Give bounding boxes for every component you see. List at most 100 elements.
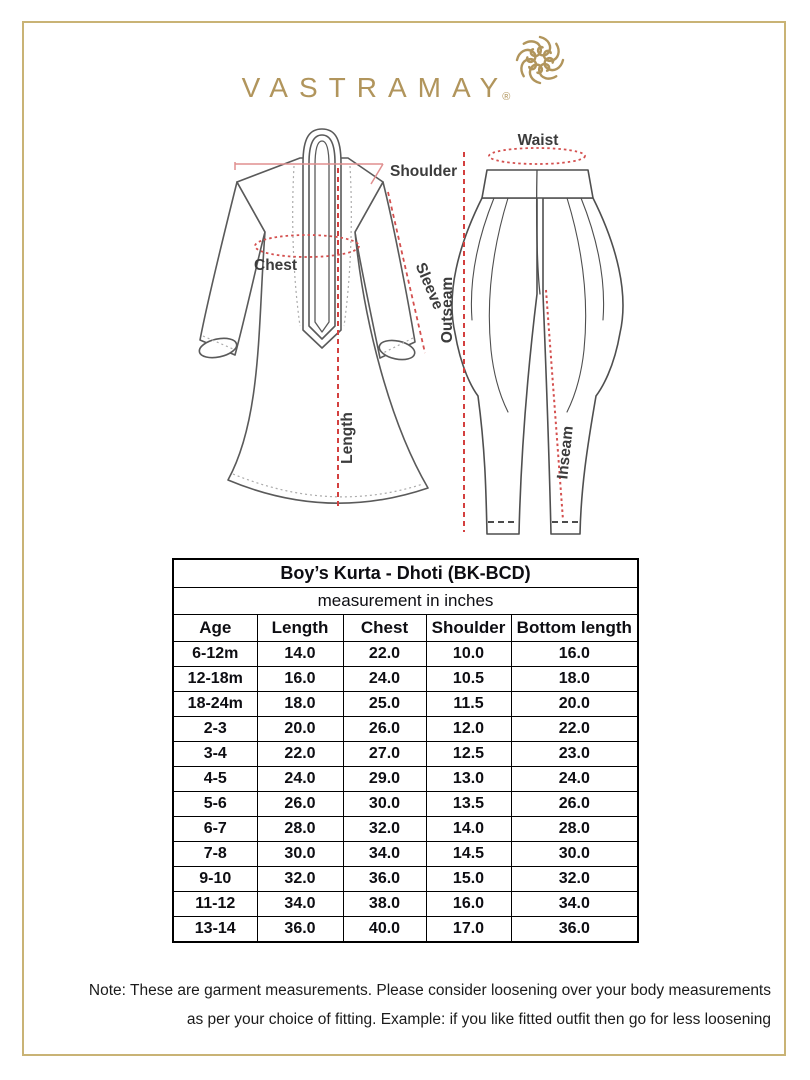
sleeve-measure-line (387, 191, 426, 354)
measurement-note: Note: These are garment measurements. Pl… (40, 976, 771, 1035)
measurement-cell: 36.0 (256, 916, 344, 943)
measurement-cell: 32.0 (256, 866, 344, 892)
measurement-cell: 29.0 (342, 766, 427, 792)
measurement-cell: 17.0 (425, 916, 512, 943)
age-cell: 6-12m (172, 641, 258, 667)
measurement-cell: 28.0 (510, 816, 639, 842)
measurement-cell: 24.0 (510, 766, 639, 792)
measurement-lines (234, 147, 586, 532)
column-header: Age (172, 614, 258, 642)
table-row: 12-18m 16.0 24.0 10.5 18.0 (172, 666, 639, 692)
measurement-cell: 38.0 (342, 891, 427, 917)
measurement-cell: 13.0 (425, 766, 512, 792)
table-row: 9-10 32.0 36.0 15.0 32.0 (172, 866, 639, 892)
table-row: 4-5 24.0 29.0 13.0 24.0 (172, 766, 639, 792)
measurement-cell: 24.0 (256, 766, 344, 792)
measurement-cell: 16.0 (510, 641, 639, 667)
measurement-cell: 40.0 (342, 916, 427, 943)
table-row: 6-7 28.0 32.0 14.0 28.0 (172, 816, 639, 842)
measurement-cell: 36.0 (342, 866, 427, 892)
measurement-cell: 34.0 (510, 891, 639, 917)
note-line-1: Note: These are garment measurements. Pl… (88, 982, 771, 999)
age-cell: 11-12 (172, 891, 258, 917)
measurement-cell: 18.0 (510, 666, 639, 692)
waist-measure-ellipse (488, 147, 586, 165)
age-cell: 5-6 (172, 791, 258, 817)
age-cell: 12-18m (172, 666, 258, 692)
age-cell: 13-14 (172, 916, 258, 943)
size-chart-header-row: Age Length Chest Shoulder Bottom length (172, 614, 639, 642)
kurta-chest-label: Chest (254, 257, 297, 274)
table-row: 3-4 22.0 27.0 12.5 23.0 (172, 741, 639, 767)
measurement-cell: 14.5 (425, 841, 512, 867)
age-cell: 6-7 (172, 816, 258, 842)
measurement-cell: 34.0 (342, 841, 427, 867)
measurement-cell: 27.0 (342, 741, 427, 767)
kurta-shoulder-label: Shoulder (390, 163, 457, 180)
measurement-cell: 18.0 (256, 691, 344, 717)
age-cell: 2-3 (172, 716, 258, 742)
measurement-cell: 30.0 (510, 841, 639, 867)
age-cell: 9-10 (172, 866, 258, 892)
measurement-cell: 26.0 (510, 791, 639, 817)
age-cell: 3-4 (172, 741, 258, 767)
size-chart-title: Boy’s Kurta - Dhoti (BK-BCD) (172, 558, 639, 588)
column-header: Bottom length (510, 614, 639, 642)
measurement-cell: 24.0 (342, 666, 427, 692)
chest-measure-ellipse (254, 234, 360, 258)
measurement-cell: 25.0 (342, 691, 427, 717)
measurement-cell: 22.0 (256, 741, 344, 767)
column-header: Chest (342, 614, 427, 642)
table-subtitle-row: measurement in inches (172, 587, 639, 615)
measurement-cell: 10.5 (425, 666, 512, 692)
age-cell: 7-8 (172, 841, 258, 867)
measurement-cell: 12.0 (425, 716, 512, 742)
measurement-cell: 15.0 (425, 866, 512, 892)
size-chart-subtitle: measurement in inches (172, 587, 639, 615)
table-title-row: Boy’s Kurta - Dhoti (BK-BCD) (172, 558, 639, 588)
registered-trademark-symbol: ® (502, 91, 511, 103)
measurement-cell: 13.5 (425, 791, 512, 817)
measurement-cell: 32.0 (510, 866, 639, 892)
measurement-cell: 34.0 (256, 891, 344, 917)
measurement-cell: 16.0 (425, 891, 512, 917)
garment-measurement-diagram: Shoulder Chest Sleeve Length Waist Outse… (198, 128, 624, 535)
age-cell: 18-24m (172, 691, 258, 717)
table-row: 2-3 20.0 26.0 12.0 22.0 (172, 716, 639, 742)
dhoti-waist-label: Waist (518, 132, 559, 149)
measurement-cell: 10.0 (425, 641, 512, 667)
measurement-cell: 28.0 (256, 816, 344, 842)
measurement-cell: 22.0 (342, 641, 427, 667)
column-header: Length (256, 614, 344, 642)
measurement-cell: 32.0 (342, 816, 427, 842)
shoulder-measure-line (234, 162, 384, 185)
kurta-drawing (198, 128, 429, 504)
measurement-cell: 26.0 (342, 716, 427, 742)
table-row: 5-6 26.0 30.0 13.5 26.0 (172, 791, 639, 817)
measurement-cell: 23.0 (510, 741, 639, 767)
measurement-cell: 20.0 (256, 716, 344, 742)
table-row: 18-24m 18.0 25.0 11.5 20.0 (172, 691, 639, 717)
measurement-cell: 20.0 (510, 691, 639, 717)
measurement-cell: 16.0 (256, 666, 344, 692)
dhoti-inseam-label: Inseam (554, 425, 576, 480)
measurement-cell: 30.0 (342, 791, 427, 817)
column-header: Shoulder (425, 614, 512, 642)
brand-logo: VASTRAMAY ® (0, 35, 810, 104)
measurement-cell: 22.0 (510, 716, 639, 742)
logo-ornament-icon (515, 35, 565, 85)
size-chart-table: Boy’s Kurta - Dhoti (BK-BCD) measurement… (172, 558, 640, 943)
kurta-length-label: Length (339, 412, 356, 464)
table-row: 6-12m 14.0 22.0 10.0 16.0 (172, 641, 639, 667)
measurement-cell: 14.0 (256, 641, 344, 667)
measurement-cell: 14.0 (425, 816, 512, 842)
measurement-cell: 30.0 (256, 841, 344, 867)
measurement-cell: 12.5 (425, 741, 512, 767)
dhoti-outseam-label: Outseam (439, 277, 456, 343)
measurement-cell: 26.0 (256, 791, 344, 817)
table-row: 11-12 34.0 38.0 16.0 34.0 (172, 891, 639, 917)
measurement-cell: 36.0 (510, 916, 639, 943)
age-cell: 4-5 (172, 766, 258, 792)
kurta-seam-details (202, 165, 424, 498)
